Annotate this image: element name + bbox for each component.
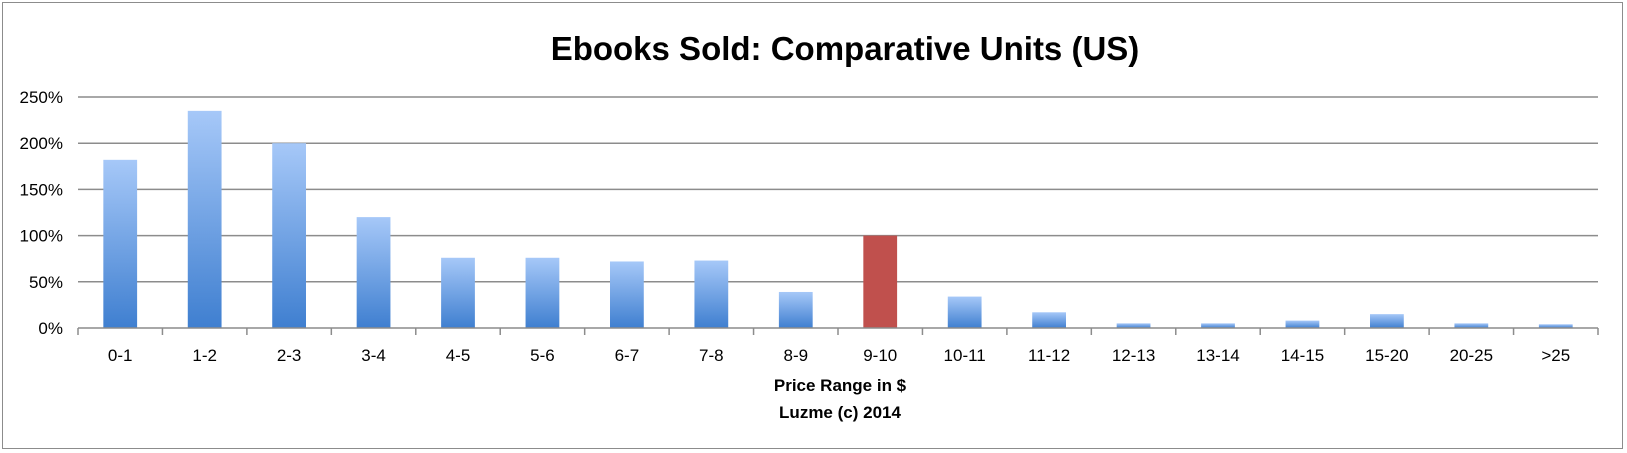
bar [778, 291, 813, 328]
x-tick-label: 6-7 [615, 346, 640, 365]
bar [1454, 323, 1489, 328]
bar [694, 260, 729, 328]
chart-caption: Luzme (c) 2014 [779, 403, 901, 422]
x-tick-label: 7-8 [699, 346, 724, 365]
y-axis-ticks: 0% 50% 100% 150% 200% 250% [20, 88, 63, 338]
bar [272, 143, 306, 328]
bar [103, 159, 138, 328]
bar [1285, 320, 1320, 328]
gridlines [78, 96, 1598, 283]
bar [525, 257, 560, 328]
chart-title: Ebooks Sold: Comparative Units (US) [551, 30, 1140, 67]
bar [1201, 323, 1235, 328]
x-tick-label: 5-6 [530, 346, 555, 365]
x-tick-label: 9-10 [863, 346, 897, 365]
bar [1370, 314, 1404, 328]
bar [1032, 312, 1066, 328]
x-axis-ticks: 0-1 1-2 2-3 3-4 4-5 5-6 6-7 7-8 8-9 9-10 10-11 11-1… [108, 346, 1570, 365]
bar [1538, 324, 1573, 328]
bar [610, 261, 644, 328]
bar [1116, 323, 1151, 328]
x-tick-label: 1-2 [192, 346, 217, 365]
bar [356, 217, 391, 328]
y-tick-label: 150% [20, 180, 63, 199]
x-tick-label: 15-20 [1365, 346, 1408, 365]
y-tick-label: 100% [20, 227, 63, 246]
bar-highlight [863, 235, 898, 328]
x-tick-label: 3-4 [361, 346, 386, 365]
x-tick-label: 20-25 [1450, 346, 1493, 365]
x-tick-label: 8-9 [783, 346, 808, 365]
x-axis-title: Price Range in $ [774, 376, 907, 395]
x-tick-label: 11-12 [1028, 346, 1070, 365]
x-tick-label: 10-11 [944, 346, 986, 365]
x-tick-label: 14-15 [1281, 346, 1324, 365]
y-tick-label: 0% [38, 319, 63, 338]
bars [103, 110, 1573, 328]
x-tick-label: 12-13 [1112, 346, 1155, 365]
bar [441, 257, 475, 328]
x-tick-label: >25 [1541, 346, 1570, 365]
bar [947, 296, 982, 328]
x-tick-label: 2-3 [277, 346, 302, 365]
y-tick-label: 50% [29, 273, 63, 292]
y-tick-label: 200% [20, 134, 63, 153]
x-axis [77, 327, 1599, 335]
x-tick-label: 4-5 [446, 346, 471, 365]
x-tick-label: 0-1 [108, 346, 133, 365]
y-tick-label: 250% [20, 88, 63, 107]
bar [187, 110, 222, 328]
x-tick-label: 13-14 [1196, 346, 1239, 365]
